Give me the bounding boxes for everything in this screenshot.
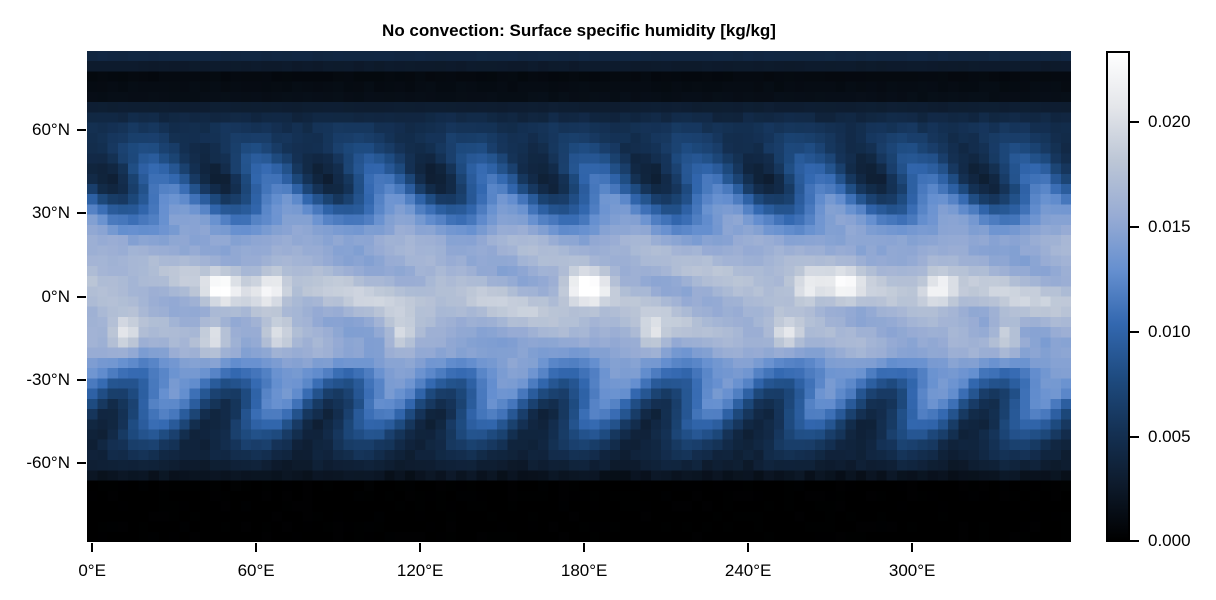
heatmap-plot-area xyxy=(87,51,1071,542)
x-tick-label: 120°E xyxy=(396,561,444,580)
colorbar-tick xyxy=(1130,226,1139,229)
x-tick-label: 300°E xyxy=(888,561,936,580)
x-tick xyxy=(255,543,258,552)
x-tick-label: 60°E xyxy=(237,561,275,580)
x-tick-label: 0°E xyxy=(78,561,106,580)
colorbar-tick-label: 0.005 xyxy=(1148,427,1191,447)
y-tick xyxy=(77,295,86,298)
y-tick xyxy=(77,461,86,464)
x-tick xyxy=(583,543,586,552)
y-tick xyxy=(77,129,86,132)
y-tick xyxy=(77,212,86,215)
x-tick xyxy=(747,543,750,552)
y-tick-label: 30°N xyxy=(32,203,70,223)
x-tick-label: 180°E xyxy=(560,561,608,580)
y-tick-label: 0°N xyxy=(41,286,70,306)
x-tick xyxy=(911,543,914,552)
colorbar-tick xyxy=(1130,121,1139,124)
colorbar-tick-label: 0.010 xyxy=(1148,322,1191,342)
colorbar-tick-label: 0.020 xyxy=(1148,112,1191,132)
y-tick-label: -60°N xyxy=(26,452,70,472)
colorbar-tick xyxy=(1130,331,1139,334)
chart-title: No convection: Surface specific humidity… xyxy=(382,21,776,40)
y-tick xyxy=(77,378,86,381)
y-tick-label: 60°N xyxy=(32,120,70,140)
colorbar xyxy=(1106,51,1130,542)
x-tick xyxy=(419,543,422,552)
colorbar-tick-label: 0.000 xyxy=(1148,531,1191,550)
x-tick-label: 240°E xyxy=(724,561,772,580)
colorbar-tick-label: 0.015 xyxy=(1148,217,1191,237)
y-tick-label: -30°N xyxy=(26,369,70,389)
colorbar-tick xyxy=(1130,436,1139,439)
x-tick xyxy=(91,543,94,552)
colorbar-gradient xyxy=(1108,53,1128,540)
humidity-heatmap xyxy=(87,51,1071,542)
colorbar-tick xyxy=(1130,540,1139,542)
